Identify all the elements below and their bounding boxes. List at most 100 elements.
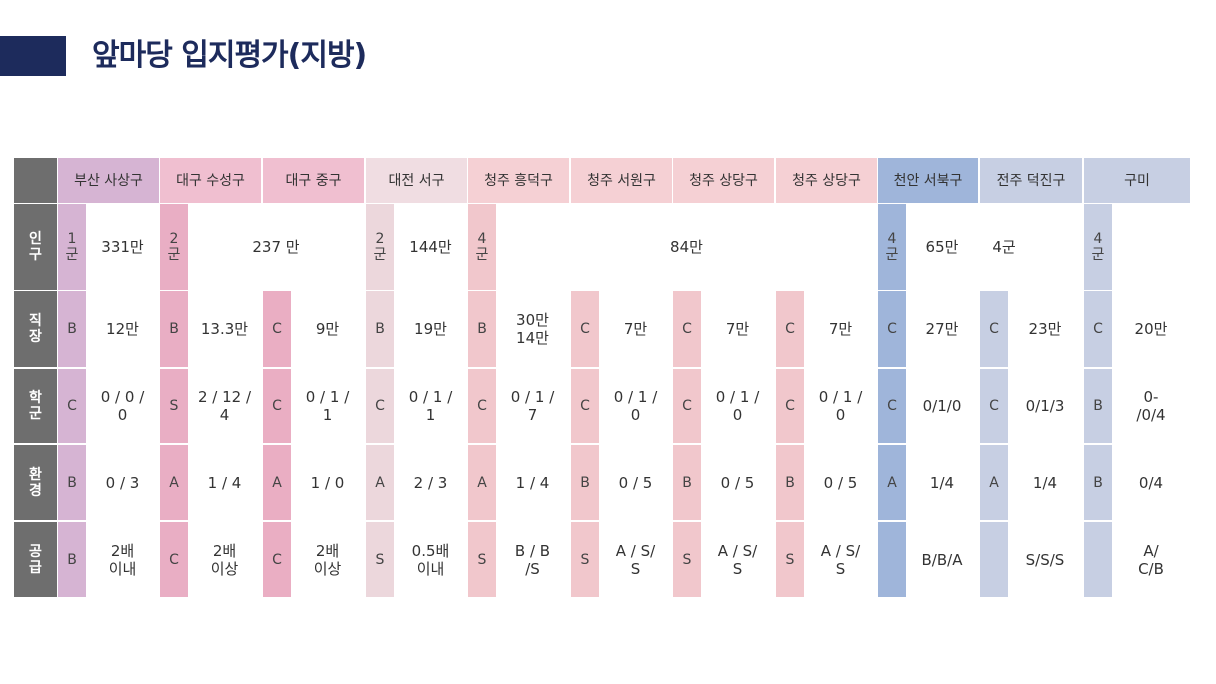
value-cell: 2 / 12 / 4 [197, 388, 252, 424]
value-cell: 0.5배 이내 [411, 541, 450, 578]
grade-cell: C [263, 369, 291, 443]
grade-cell: C [58, 369, 86, 443]
value-cell: 331만 [101, 238, 144, 256]
grade-cell: B [58, 445, 86, 520]
value-cell: 7만 [828, 320, 853, 338]
column-header: 청주 서원구 [571, 158, 672, 203]
value-cell: A/ C/B [1138, 541, 1164, 578]
row-label: 직 장 [14, 291, 57, 367]
grade-cell: A [263, 445, 291, 520]
grade-cell: 4 군 [878, 204, 906, 290]
value-cell: 0 / 1 / 0 [613, 388, 658, 424]
grade-cell [1084, 522, 1112, 597]
grade-cell: B [1084, 445, 1112, 520]
column-header: 청주 흥덕구 [468, 158, 569, 203]
value-cell: A / S/ S [717, 541, 758, 578]
grade-cell: A [878, 445, 906, 520]
value-cell: 0 / 0 / 0 [100, 388, 145, 424]
value-cell: 0 / 1 / 0 [715, 388, 760, 424]
grade-cell: C [673, 369, 701, 443]
grade-cell: B [58, 522, 86, 597]
column-header: 청주 상당구 [776, 158, 877, 203]
grade-cell: C [468, 369, 496, 443]
grade-cell: A [980, 445, 1008, 520]
grade-cell: C [673, 291, 701, 367]
value-cell: 144만 [409, 238, 452, 256]
value-cell: 0/1/3 [1025, 397, 1065, 415]
value-cell: 0- /0/4 [1136, 388, 1166, 424]
grade-cell: C [980, 291, 1008, 367]
value-cell: 30만 14만 [516, 311, 549, 347]
value-cell: S/S/S [1025, 550, 1065, 569]
grade-cell: B [776, 445, 804, 520]
grade-cell: C [776, 291, 804, 367]
value-cell: 1/4 [929, 473, 955, 492]
grade-cell: A [366, 445, 394, 520]
grade-cell: B [1084, 369, 1112, 443]
grade-cell: C [1084, 291, 1112, 367]
value-cell: 1 / 4 [207, 473, 242, 492]
value-cell: 0/1/0 [922, 397, 962, 415]
grade-cell: C [571, 369, 599, 443]
grade-cell: S [776, 522, 804, 597]
value-cell: 2배 이상 [210, 541, 239, 578]
value-cell: 2배 이상 [313, 541, 342, 578]
value-cell: 2 / 3 [413, 473, 448, 492]
value-cell: 0/4 [1138, 473, 1164, 492]
column-header: 대구 수성구 [160, 158, 261, 203]
column-header: 천안 서북구 [878, 158, 978, 203]
row-label: 환 경 [14, 445, 57, 520]
value-cell: B/B/A [921, 550, 963, 569]
column-header: 구미 [1084, 158, 1190, 203]
value-cell: 20만 [1134, 320, 1168, 338]
grade-cell: C [878, 291, 906, 367]
value-cell: A / S/ S [615, 541, 656, 578]
grade-cell: S [468, 522, 496, 597]
table-corner [14, 158, 57, 203]
value-cell: 0 / 3 [105, 473, 140, 492]
grade-cell: B [571, 445, 599, 520]
grade-cell: 4 군 [468, 204, 496, 290]
grade-cell: C [263, 291, 291, 367]
column-header: 대구 중구 [263, 158, 364, 203]
grade-cell: C [980, 369, 1008, 443]
value-cell: 84만 [670, 238, 703, 256]
value-cell: 237 만 [252, 238, 300, 256]
value-cell: 23만 [1028, 320, 1062, 338]
grade-cell: B [160, 291, 188, 367]
grade-cell: 2 군 [160, 204, 188, 290]
column-header: 대전 서구 [366, 158, 467, 203]
column-header: 청주 상당구 [673, 158, 774, 203]
grade-cell: B [673, 445, 701, 520]
grade-cell: C [160, 522, 188, 597]
grade-cell: B [366, 291, 394, 367]
value-cell: 65만 [925, 238, 959, 256]
value-cell: 0 / 1 / 1 [408, 388, 453, 424]
value-cell: A / S/ S [820, 541, 861, 578]
grade-cell: B [468, 291, 496, 367]
row-label: 공 급 [14, 522, 57, 597]
grade-cell: A [468, 445, 496, 520]
grade-cell: S [366, 522, 394, 597]
grade-cell: 1 군 [58, 204, 86, 290]
value-cell: 9만 [315, 320, 340, 338]
grade-cell: S [571, 522, 599, 597]
column-header: 전주 덕진구 [980, 158, 1082, 203]
value-cell: 0 / 5 [823, 473, 858, 492]
grade-cell: C [776, 369, 804, 443]
column-header: 부산 사상구 [58, 158, 159, 203]
value-cell: 4군 [992, 238, 1016, 256]
grade-cell: B [58, 291, 86, 367]
value-cell: 1 / 0 [310, 473, 345, 492]
grade-cell: S [673, 522, 701, 597]
value-cell: B / B /S [514, 541, 551, 578]
grade-cell [878, 522, 906, 597]
value-cell: 27만 [925, 320, 959, 338]
grade-cell: C [571, 291, 599, 367]
value-cell: 13.3만 [200, 320, 249, 338]
value-cell: 0 / 1 / 1 [305, 388, 350, 424]
value-cell: 0 / 5 [618, 473, 653, 492]
value-cell: 19만 [414, 320, 447, 338]
row-label: 학 군 [14, 369, 57, 443]
